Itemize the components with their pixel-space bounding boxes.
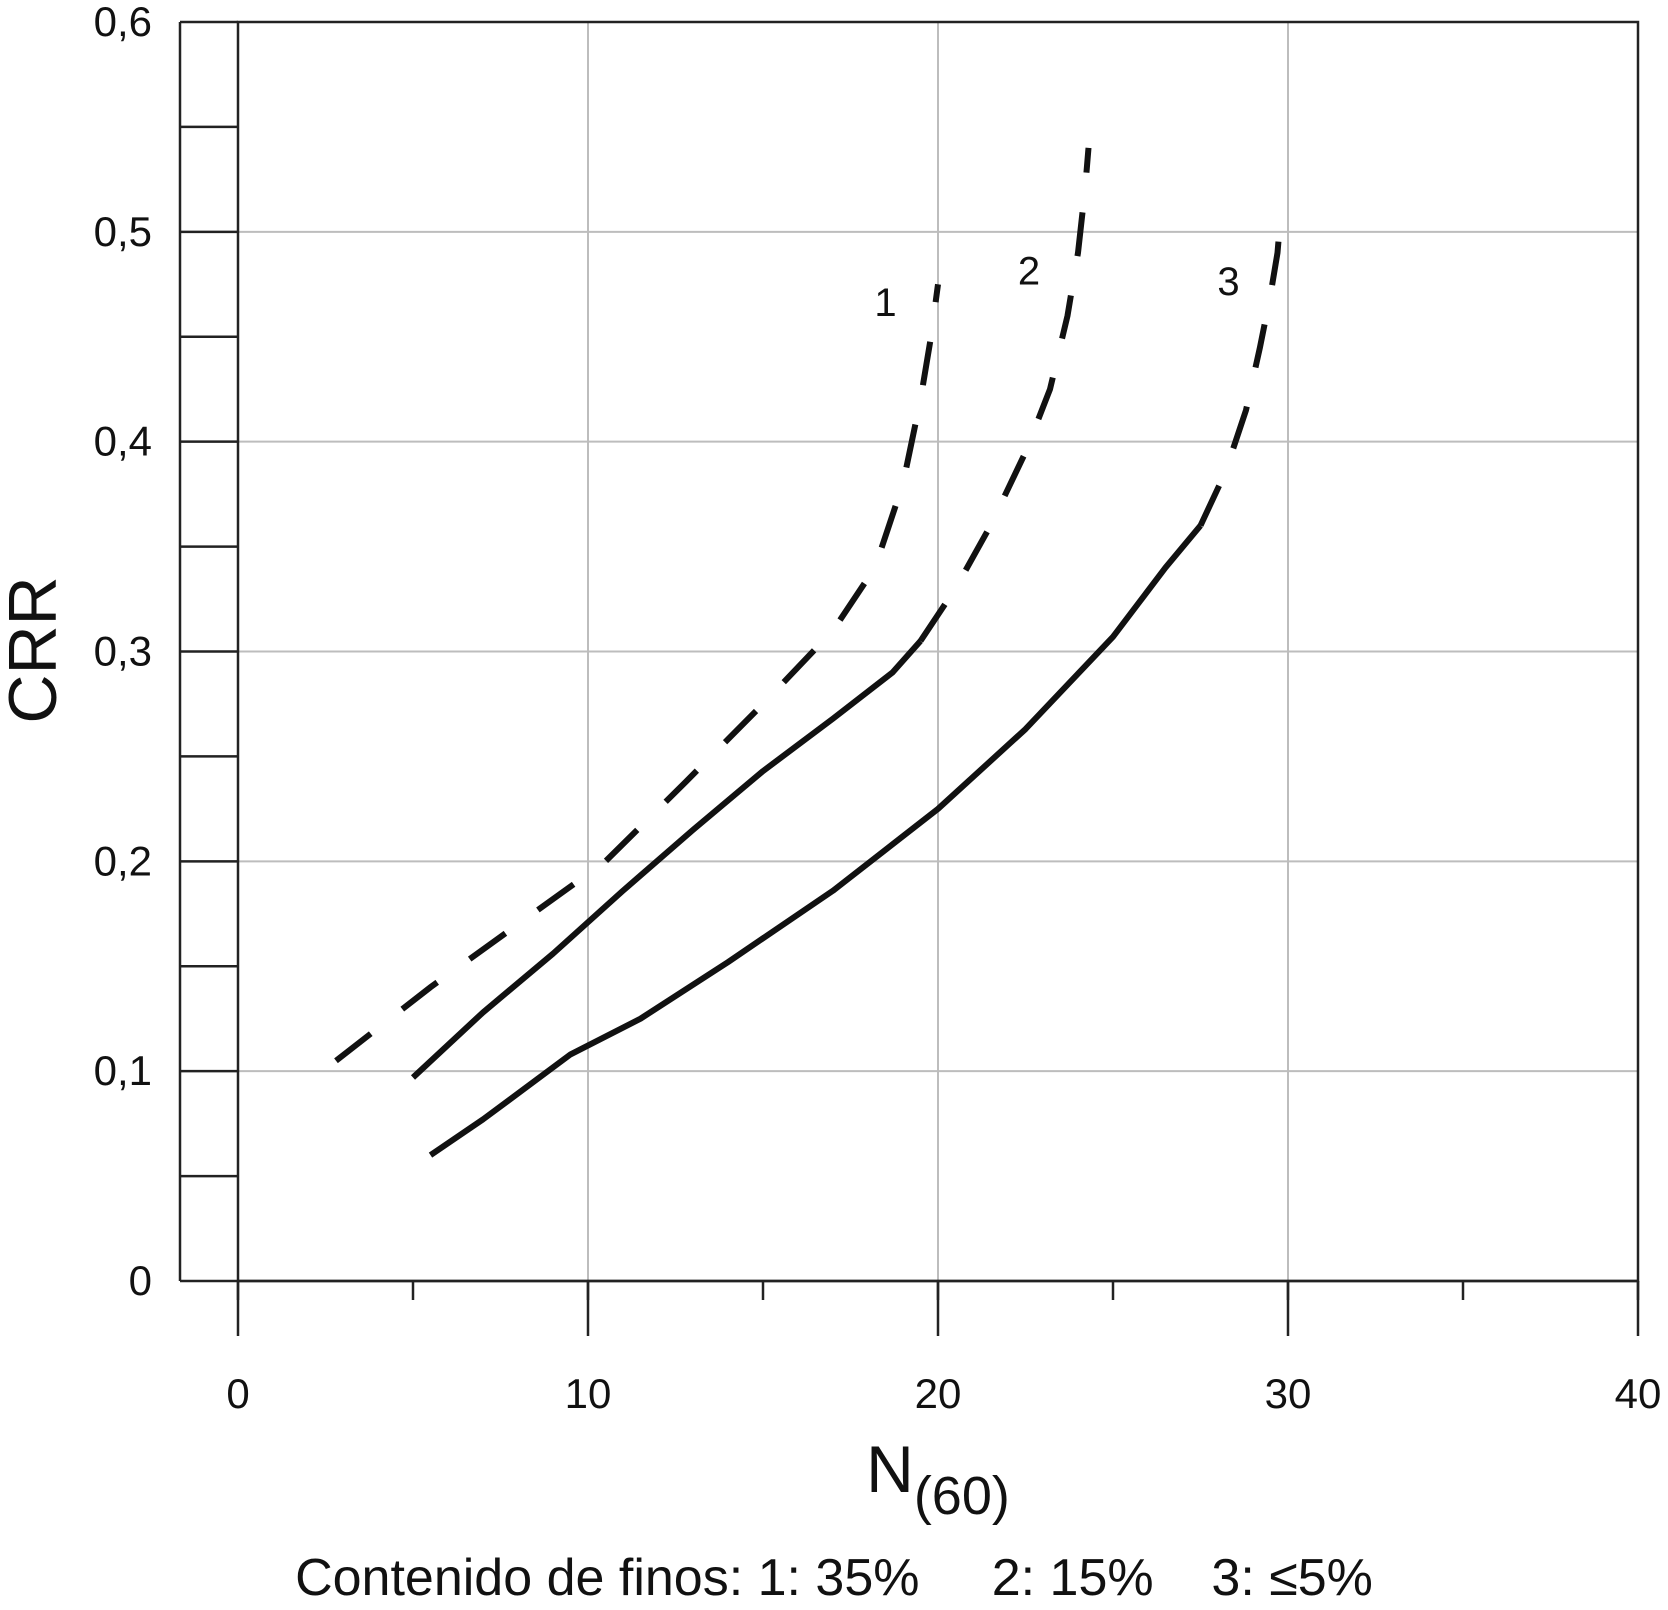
curve-annotations: 1 2 3 — [874, 249, 1239, 324]
series-2-dashed-line — [918, 147, 1092, 643]
x-axis-title: N(60) — [866, 1432, 1010, 1526]
x-tick-label: 40 — [1615, 1370, 1662, 1417]
x-tick-label: 20 — [915, 1370, 962, 1417]
tick-labels: 0 0,1 0,2 0,3 0,4 0,5 0,6 0 10 20 30 40 — [94, 0, 1662, 1417]
x-axis-title-subscript: (60) — [914, 1466, 1010, 1526]
x-tick-label: 30 — [1265, 1370, 1312, 1417]
legend-caption: Contenido de finos: 1: 35% 2: 15% 3: ≤5% — [295, 1549, 1373, 1607]
ticks — [180, 20, 1640, 1336]
y-tick-label: 0,1 — [94, 1047, 152, 1094]
curve-label-3: 3 — [1217, 260, 1239, 304]
curve-label-1: 1 — [874, 281, 896, 325]
series-2-solid-line — [410, 639, 923, 1080]
series-1-dashed-line — [334, 283, 941, 1064]
x-axis-title-main: N — [866, 1432, 914, 1506]
y-axis-title: CRR — [0, 576, 71, 723]
series — [334, 147, 1284, 1158]
series-3-solid-line — [428, 523, 1203, 1158]
curve-label-2: 2 — [1018, 249, 1040, 293]
y-tick-label: 0,6 — [94, 0, 152, 45]
y-tick-label: 0,5 — [94, 208, 152, 255]
x-tick-label: 0 — [226, 1370, 249, 1417]
chart: 0 0,1 0,2 0,3 0,4 0,5 0,6 0 10 20 30 40 1 2 3 CRR N(6… — [0, 0, 1662, 1526]
x-tick-label: 10 — [565, 1370, 612, 1417]
y-tick-label: 0,2 — [94, 837, 152, 884]
y-tick-label: 0,4 — [94, 418, 152, 465]
series-3-dashed-line — [1197, 210, 1284, 527]
y-tick-label: 0 — [129, 1257, 152, 1304]
y-tick-label: 0,3 — [94, 628, 152, 675]
grid — [237, 21, 1639, 1282]
